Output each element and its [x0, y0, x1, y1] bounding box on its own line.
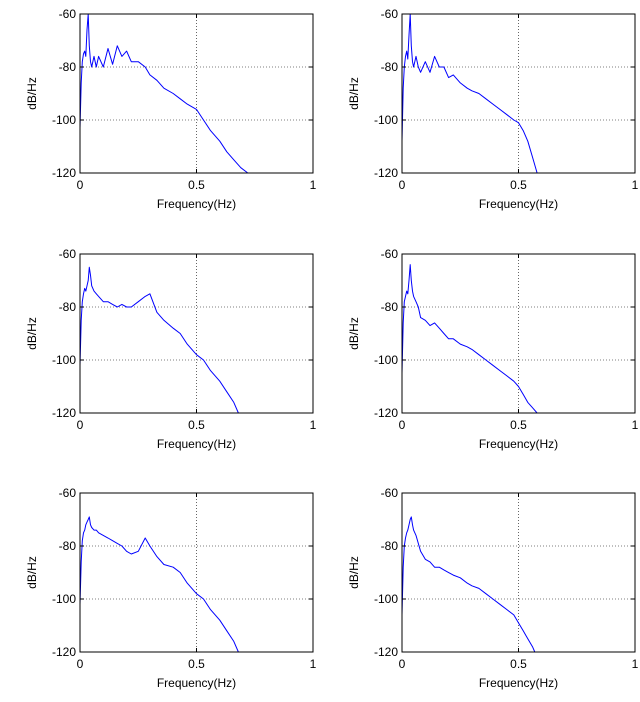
- y-tick-label-2: -80: [381, 539, 399, 553]
- x-tick-label-1: 0: [77, 178, 84, 192]
- y-tick-label-2: -80: [381, 300, 399, 314]
- x-tick-label-2: 0.5: [510, 657, 527, 671]
- x-axis-label: Frequency(Hz): [157, 437, 236, 451]
- x-tick-label-2: 0.5: [188, 178, 205, 192]
- x-tick-label-3: 1: [632, 657, 639, 671]
- x-tick-label-2: 0.5: [510, 418, 527, 432]
- y-tick-label-2: -80: [59, 60, 77, 74]
- x-tick-label-3: 1: [310, 178, 317, 192]
- y-tick-label-1: -60: [381, 247, 399, 261]
- y-tick-label-4: -120: [52, 166, 76, 180]
- x-tick-label-3: 1: [310, 418, 317, 432]
- x-axis-label: Frequency(Hz): [157, 676, 236, 690]
- x-tick-label-1: 0: [399, 418, 406, 432]
- y-tick-label-3: -100: [374, 113, 398, 127]
- y-tick-label-2: -80: [59, 539, 77, 553]
- x-tick-label-2: 0.5: [188, 657, 205, 671]
- x-axis-label: Frequency(Hz): [157, 197, 236, 211]
- x-tick-label-1: 0: [399, 657, 406, 671]
- y-tick-label-1: -60: [59, 486, 77, 500]
- series-line: [401, 13, 538, 174]
- series-line: [401, 264, 538, 414]
- y-axis-label: dB/Hz: [347, 317, 361, 350]
- y-axis-label: dB/Hz: [347, 77, 361, 110]
- x-tick-label-1: 0: [399, 178, 406, 192]
- y-tick-label-1: -60: [59, 7, 77, 21]
- y-tick-label-2: -80: [381, 60, 399, 74]
- x-axis-label: Frequency(Hz): [479, 197, 558, 211]
- x-tick-label-1: 0: [77, 657, 84, 671]
- y-tick-label-4: -120: [52, 645, 76, 659]
- y-tick-label-1: -60: [381, 7, 399, 21]
- x-tick-label-3: 1: [632, 418, 639, 432]
- y-tick-label-4: -120: [374, 166, 398, 180]
- x-axis-label: Frequency(Hz): [479, 676, 558, 690]
- y-tick-label-3: -100: [52, 113, 76, 127]
- x-tick-label-2: 0.5: [510, 178, 527, 192]
- series-line: [401, 516, 536, 653]
- y-tick-label-1: -60: [381, 486, 399, 500]
- y-axis-label: dB/Hz: [25, 77, 39, 110]
- x-tick-label-1: 0: [77, 418, 84, 432]
- x-tick-label-2: 0.5: [188, 418, 205, 432]
- series-line: [79, 266, 239, 414]
- y-tick-label-3: -100: [52, 353, 76, 367]
- y-tick-label-1: -60: [59, 247, 77, 261]
- series-line: [79, 13, 249, 174]
- y-tick-label-4: -120: [52, 406, 76, 420]
- y-tick-label-2: -80: [59, 300, 77, 314]
- series-line: [79, 516, 239, 653]
- x-axis-label: Frequency(Hz): [479, 437, 558, 451]
- y-tick-label-4: -120: [374, 406, 398, 420]
- y-tick-label-3: -100: [52, 592, 76, 606]
- y-axis-label: dB/Hz: [25, 556, 39, 589]
- y-axis-label: dB/Hz: [347, 556, 361, 589]
- y-tick-label-3: -100: [374, 592, 398, 606]
- y-tick-label-4: -120: [374, 645, 398, 659]
- y-axis-label: dB/Hz: [25, 317, 39, 350]
- x-tick-label-3: 1: [632, 178, 639, 192]
- y-tick-label-3: -100: [374, 353, 398, 367]
- x-tick-label-3: 1: [310, 657, 317, 671]
